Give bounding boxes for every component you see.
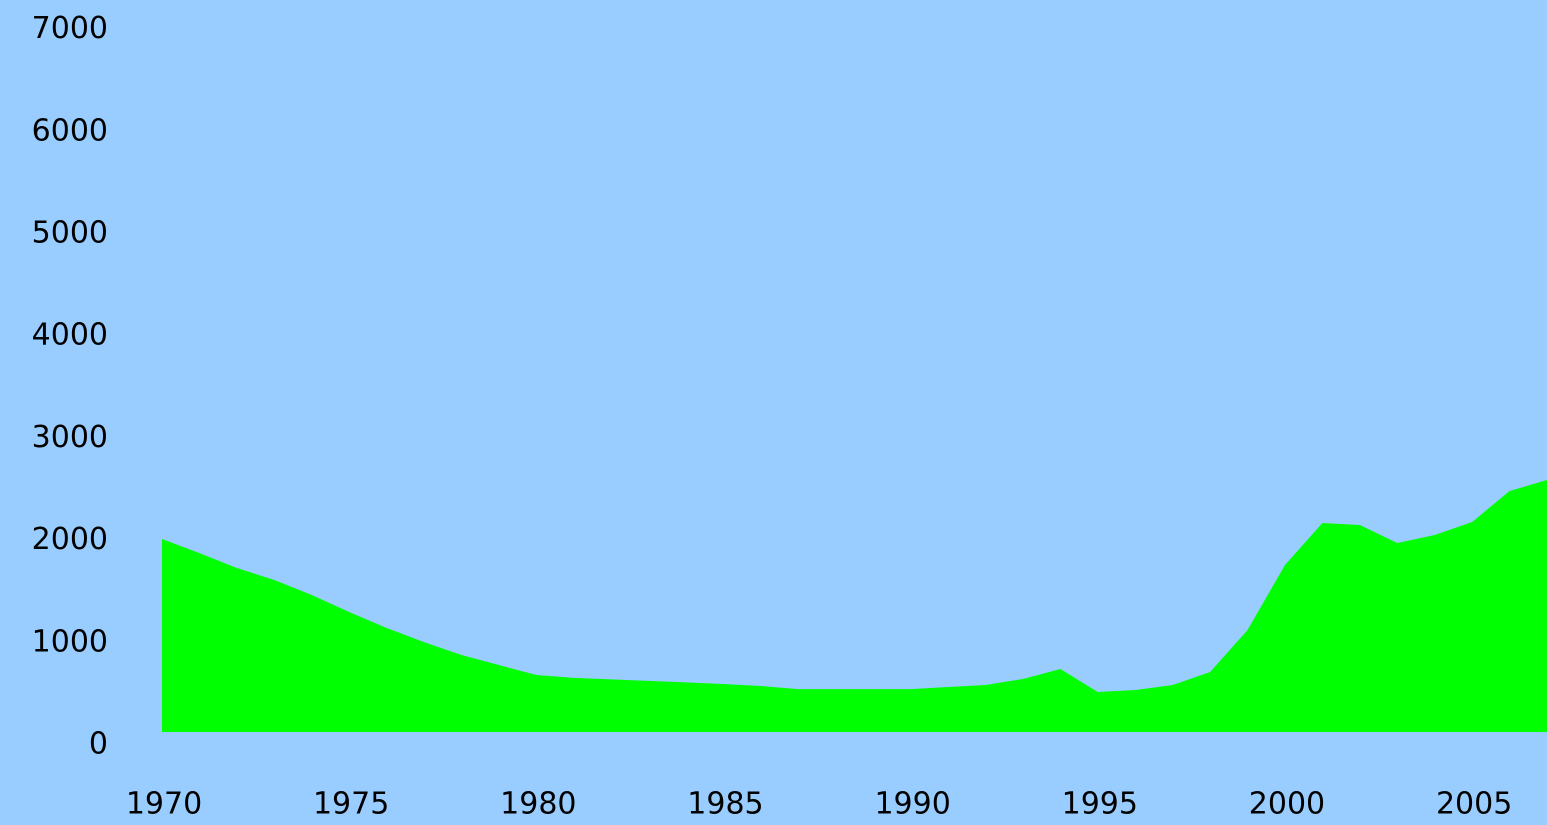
y-tick-label: 1000 [32,624,108,659]
x-tick-label: 1985 [687,787,763,822]
x-tick-label: 1995 [1062,787,1138,822]
x-tick-label: 1980 [500,787,576,822]
x-tick-label: 1990 [874,787,950,822]
y-tick-label: 2000 [32,522,108,557]
y-tick-label: 5000 [32,216,108,251]
y-tick-label: 0 [89,727,108,762]
area [162,479,1547,732]
x-tick-label: 1970 [126,787,202,822]
y-tick-label: 3000 [32,420,108,455]
y-tick-label: 4000 [32,318,108,353]
x-tick-label: 2005 [1436,787,1512,822]
y-tick-label: 7000 [32,11,108,46]
x-tick-label: 1975 [313,787,389,822]
x-tick-label: 2000 [1249,787,1325,822]
y-tick-label: 6000 [32,113,108,148]
